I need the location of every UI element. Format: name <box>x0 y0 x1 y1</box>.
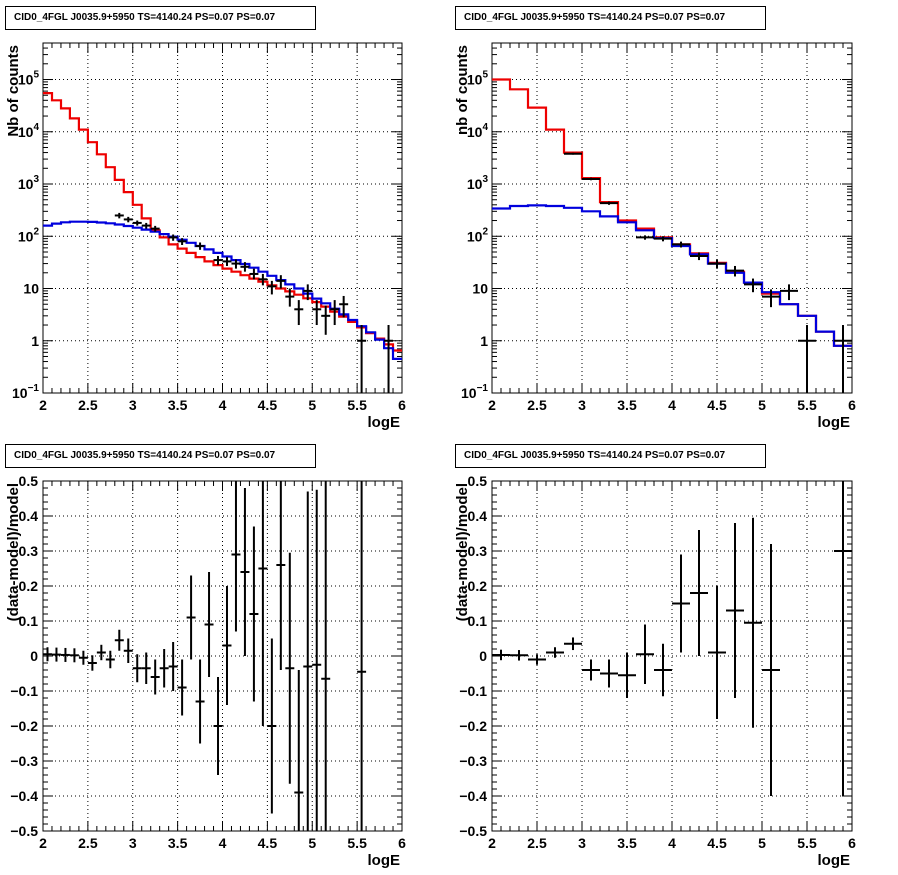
y-tick-label: 0.1 <box>468 613 488 629</box>
y-tick-label: −0.4 <box>459 788 487 804</box>
x-tick-label: 2 <box>488 397 496 413</box>
x-axis-title: logE <box>368 414 401 431</box>
y-tick-label: 105 <box>18 70 40 88</box>
y-tick-label: 0.2 <box>468 578 488 594</box>
y-tick-label: −0.2 <box>459 718 487 734</box>
panel-2: 2 2.5 3 3.5 4 4.5 5 5.5 6 10−1 1 10 102 103 104 105 logE… <box>454 42 856 431</box>
y-tick-label: 103 <box>18 174 40 192</box>
y-tick-label: 0.2 <box>19 578 39 594</box>
y-tick-label: 0.5 <box>19 473 39 489</box>
x-tick-label: 4.5 <box>707 397 727 413</box>
chart-title-2: CID0_4FGL J0035.9+5950 TS=4140.24 PS=0.0… <box>455 6 766 30</box>
x-tick-label: 5 <box>758 397 766 413</box>
chart-title-1: CID0_4FGL J0035.9+5950 TS=4140.24 PS=0.0… <box>5 6 316 30</box>
y-tick-label: −0.3 <box>459 753 487 769</box>
x-tick-label: 3 <box>129 835 137 851</box>
y-tick-label: 0.1 <box>19 613 39 629</box>
y-tick-label: 102 <box>467 226 489 244</box>
x-tick-label: 2.5 <box>78 397 98 413</box>
y-tick-label: 0.3 <box>19 543 39 559</box>
x-tick-label: 2.5 <box>527 397 547 413</box>
y-tick-label: 105 <box>467 70 489 88</box>
x-tick-label: 6 <box>398 835 406 851</box>
x-tick-label: 2 <box>39 397 47 413</box>
chart-title-4: CID0_4FGL J0035.9+5950 TS=4140.24 PS=0.0… <box>455 444 766 468</box>
y-tick-label: 1 <box>480 333 488 349</box>
x-tick-label: 2.5 <box>527 835 547 851</box>
x-tick-label: 5 <box>758 835 766 851</box>
x-tick-label: 3.5 <box>168 835 188 851</box>
x-tick-label: 3 <box>129 397 137 413</box>
y-tick-label: −0.3 <box>10 753 38 769</box>
x-tick-label: 6 <box>398 397 406 413</box>
x-tick-label: 6 <box>848 835 856 851</box>
x-tick-label: 5 <box>308 397 316 413</box>
x-tick-label: 4.5 <box>707 835 727 851</box>
x-tick-label: 3.5 <box>168 397 188 413</box>
x-tick-label: 2 <box>488 835 496 851</box>
y-tick-label: 10−1 <box>461 383 488 401</box>
x-tick-label: 5.5 <box>797 397 817 413</box>
y-tick-label: 0.5 <box>468 473 488 489</box>
y-tick-label: −0.1 <box>459 683 487 699</box>
x-tick-label: 4 <box>668 397 676 413</box>
series-line-blue <box>43 220 402 360</box>
y-axis-title: (data-model)/model <box>454 483 471 621</box>
x-axis-title: logE <box>818 852 851 869</box>
x-tick-label: 5.5 <box>347 397 367 413</box>
x-tick-label: 2.5 <box>78 835 98 851</box>
x-tick-label: 5.5 <box>347 835 367 851</box>
y-tick-label: 0.3 <box>468 543 488 559</box>
x-tick-label: 4 <box>668 835 676 851</box>
x-tick-label: 3.5 <box>617 397 637 413</box>
y-axis-title: nb of counts <box>454 45 471 135</box>
y-tick-label: 0.4 <box>468 508 488 524</box>
series-line-red <box>43 92 402 352</box>
x-tick-label: 3 <box>578 397 586 413</box>
y-tick-label: 10 <box>23 281 39 297</box>
panel-1: 2 2.5 3 3.5 4 4.5 5 5.5 6 10−1 1 10 102 103 104 105 logE… <box>5 42 406 431</box>
y-tick-label: −0.4 <box>10 788 38 804</box>
x-tick-label: 2 <box>39 835 47 851</box>
y-tick-label: 0 <box>30 648 38 664</box>
series-line-blue <box>492 204 852 347</box>
y-axis-title: Nb of counts <box>5 45 22 137</box>
panel-3: 2 2.5 3 3.5 4 4.5 5 5.5 6 −0.5 −0.4 −0.3 −0.2 −0.1 0 0.… <box>5 473 406 869</box>
chart-title-3: CID0_4FGL J0035.9+5950 TS=4140.24 PS=0.0… <box>5 444 316 468</box>
y-tick-label: 103 <box>467 174 489 192</box>
x-tick-label: 4.5 <box>258 397 278 413</box>
y-tick-label: 1 <box>31 333 39 349</box>
y-axis-title: (data-model)/model <box>5 483 22 621</box>
y-tick-label: 0 <box>479 648 487 664</box>
x-tick-label: 4 <box>219 397 227 413</box>
x-tick-label: 6 <box>848 397 856 413</box>
y-tick-label: 0.4 <box>19 508 39 524</box>
panel-4: 2 2.5 3 3.5 4 4.5 5 5.5 6 −0.5 −0.4 −0.3 −0.2 −0.1 0 0.… <box>454 473 856 869</box>
x-axis-title: logE <box>818 414 851 431</box>
y-tick-label: −0.5 <box>10 823 38 839</box>
y-tick-label: 10−1 <box>12 383 39 401</box>
x-tick-label: 3 <box>578 835 586 851</box>
x-tick-label: 4.5 <box>258 835 278 851</box>
y-tick-label: 104 <box>18 122 40 140</box>
y-tick-label: 10 <box>472 281 488 297</box>
y-tick-label: 102 <box>18 226 40 244</box>
x-tick-label: 5 <box>308 835 316 851</box>
x-tick-label: 3.5 <box>617 835 637 851</box>
x-axis-title: logE <box>368 852 401 869</box>
x-tick-label: 4 <box>219 835 227 851</box>
x-tick-label: 5.5 <box>797 835 817 851</box>
y-tick-label: −0.1 <box>10 683 38 699</box>
y-tick-label: −0.2 <box>10 718 38 734</box>
y-tick-label: 104 <box>467 122 489 140</box>
y-tick-label: −0.5 <box>459 823 487 839</box>
